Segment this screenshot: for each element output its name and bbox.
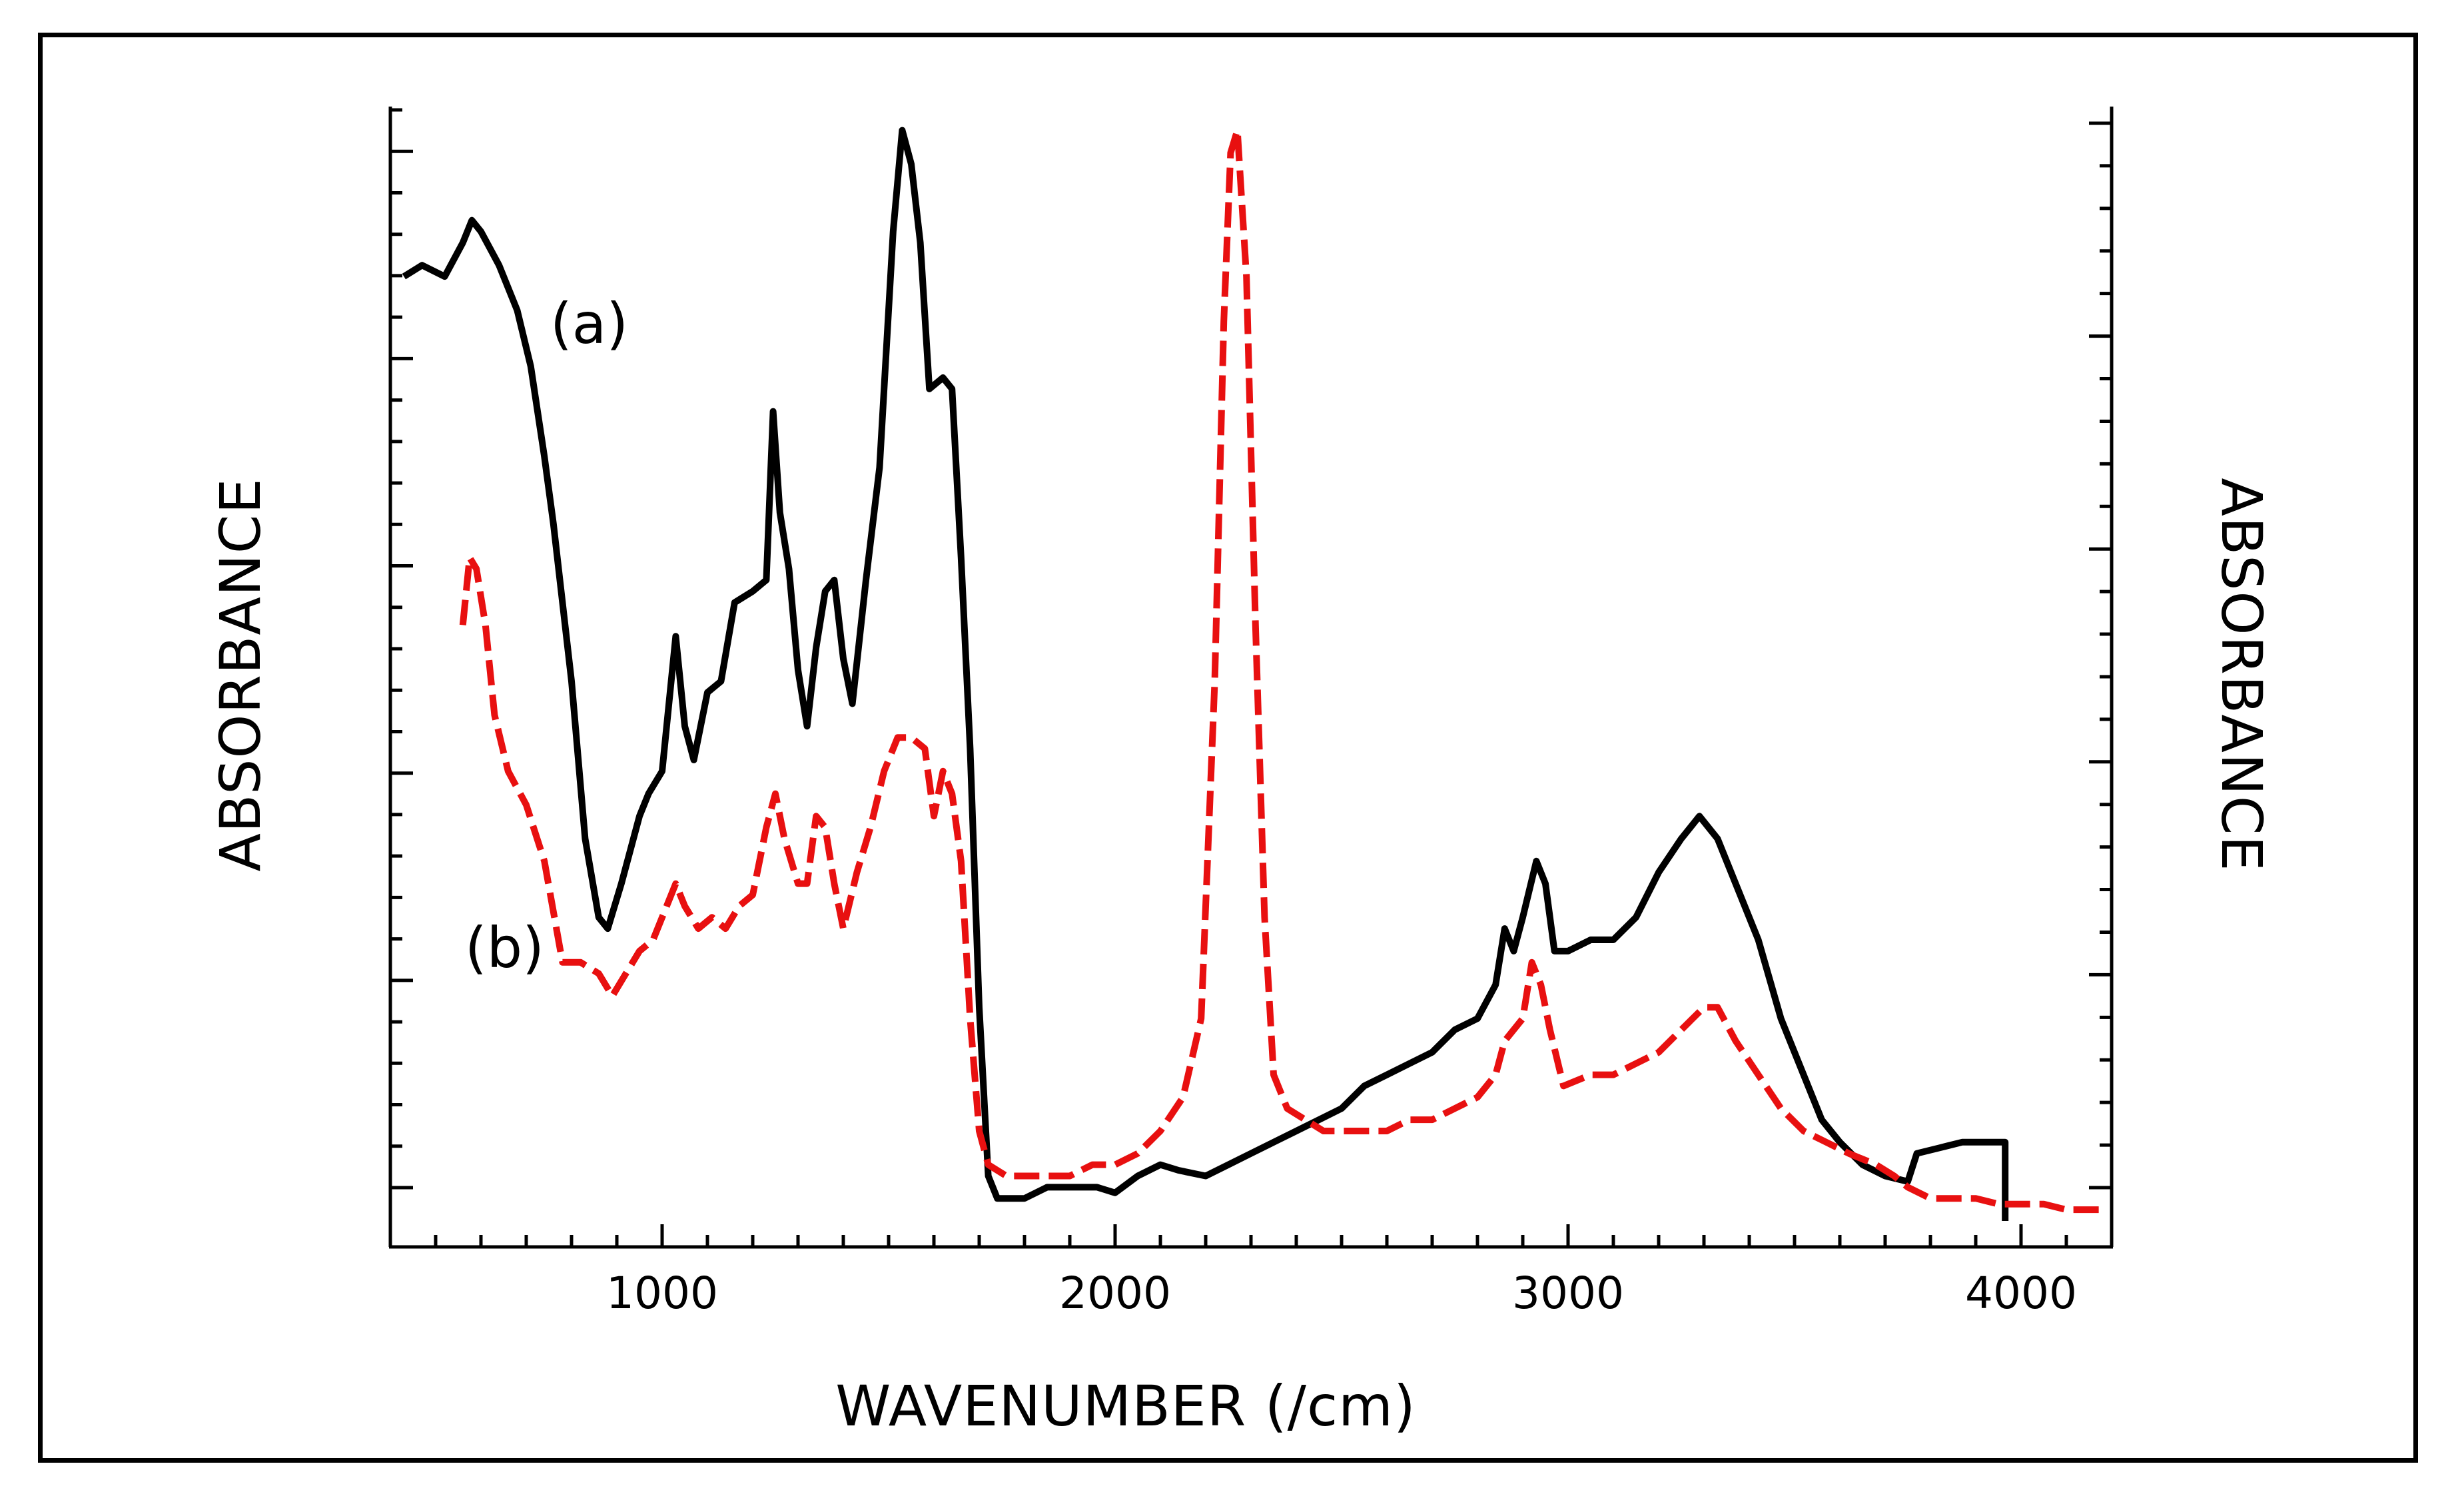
series-label-b: (b)	[465, 915, 544, 980]
x-tick-label: 3000	[1512, 1268, 1624, 1319]
plot-axes: 1000 2000 3000 4000	[388, 107, 2114, 1319]
x-tick-label: 1000	[606, 1268, 718, 1319]
series-layer	[402, 127, 2103, 1221]
series-label-a: (a)	[550, 291, 628, 356]
y-axis-title-right: ABSORBANCE	[2209, 478, 2274, 871]
x-tick-label: 4000	[1965, 1268, 2077, 1319]
series-a-line	[402, 127, 2009, 1221]
x-tick-label: 2000	[1059, 1268, 1171, 1319]
y-axis-title-left: ABSORBANCE	[208, 478, 273, 871]
series-b-line	[459, 127, 2103, 1214]
x-axis-title: WAVENUMBER (/cm)	[835, 1373, 1416, 1439]
